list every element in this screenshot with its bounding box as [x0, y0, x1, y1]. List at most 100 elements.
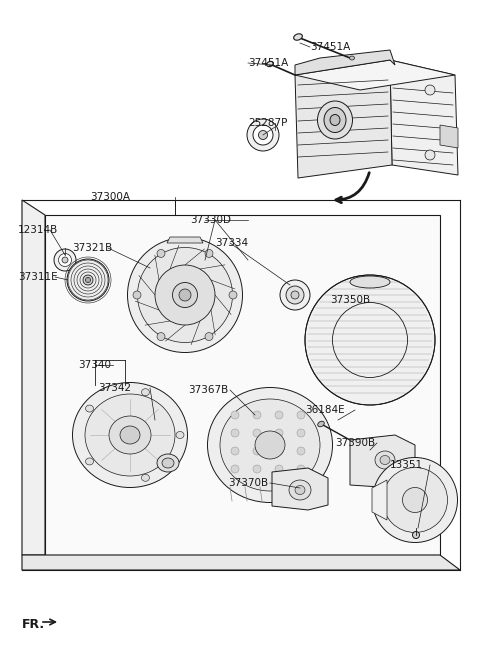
Ellipse shape: [205, 249, 213, 257]
Ellipse shape: [253, 429, 261, 437]
Ellipse shape: [425, 85, 435, 95]
Ellipse shape: [85, 405, 94, 412]
Text: 37300A: 37300A: [90, 192, 130, 202]
Polygon shape: [295, 60, 455, 90]
Ellipse shape: [380, 455, 390, 464]
Polygon shape: [22, 200, 45, 555]
Ellipse shape: [172, 283, 197, 308]
Ellipse shape: [207, 388, 333, 502]
Ellipse shape: [133, 291, 141, 299]
Ellipse shape: [229, 291, 237, 299]
Ellipse shape: [350, 276, 390, 288]
Ellipse shape: [253, 125, 273, 145]
Ellipse shape: [375, 451, 395, 469]
Polygon shape: [440, 125, 458, 148]
Ellipse shape: [253, 447, 261, 455]
Text: 37321B: 37321B: [72, 243, 112, 253]
Text: FR.: FR.: [22, 618, 45, 631]
Ellipse shape: [266, 62, 274, 67]
Text: 36184E: 36184E: [305, 405, 345, 415]
Polygon shape: [22, 555, 460, 570]
Ellipse shape: [176, 432, 184, 438]
Ellipse shape: [305, 275, 435, 405]
Polygon shape: [272, 468, 328, 510]
Ellipse shape: [231, 465, 239, 473]
Ellipse shape: [289, 480, 311, 500]
Ellipse shape: [425, 150, 435, 160]
Ellipse shape: [275, 411, 283, 419]
Ellipse shape: [330, 115, 340, 125]
Ellipse shape: [62, 257, 68, 263]
Polygon shape: [167, 237, 203, 243]
Text: 37367B: 37367B: [188, 385, 228, 395]
Ellipse shape: [59, 253, 72, 266]
Ellipse shape: [297, 447, 305, 455]
Text: 37342: 37342: [98, 383, 131, 393]
Ellipse shape: [157, 249, 165, 257]
Ellipse shape: [412, 531, 420, 539]
Ellipse shape: [295, 485, 305, 495]
Ellipse shape: [128, 237, 242, 352]
Polygon shape: [45, 215, 440, 555]
Ellipse shape: [247, 119, 279, 151]
Ellipse shape: [231, 429, 239, 437]
Ellipse shape: [231, 411, 239, 419]
Ellipse shape: [54, 249, 76, 271]
Text: 12314B: 12314B: [18, 225, 58, 235]
Text: 37451A: 37451A: [310, 42, 350, 52]
Ellipse shape: [137, 247, 232, 342]
Ellipse shape: [85, 394, 175, 476]
Text: 37330D: 37330D: [190, 215, 231, 225]
Ellipse shape: [275, 429, 283, 437]
Ellipse shape: [67, 259, 109, 301]
Ellipse shape: [372, 457, 457, 543]
Ellipse shape: [383, 468, 447, 533]
Ellipse shape: [155, 265, 215, 325]
Ellipse shape: [291, 291, 299, 299]
Ellipse shape: [317, 101, 352, 139]
Ellipse shape: [157, 454, 179, 472]
Ellipse shape: [220, 399, 320, 491]
Polygon shape: [390, 60, 458, 175]
Text: 25287P: 25287P: [248, 118, 288, 128]
Ellipse shape: [120, 426, 140, 444]
Text: 37451A: 37451A: [248, 58, 288, 68]
Ellipse shape: [259, 131, 267, 140]
Ellipse shape: [109, 416, 151, 454]
Ellipse shape: [142, 474, 149, 482]
Text: 37311E: 37311E: [18, 272, 58, 282]
Ellipse shape: [231, 447, 239, 455]
Ellipse shape: [72, 382, 188, 487]
Ellipse shape: [280, 280, 310, 310]
Polygon shape: [372, 480, 387, 520]
Ellipse shape: [85, 277, 91, 283]
Ellipse shape: [162, 458, 174, 468]
Ellipse shape: [157, 333, 165, 340]
Polygon shape: [350, 435, 415, 488]
Text: 37340: 37340: [78, 360, 111, 370]
Polygon shape: [295, 60, 392, 178]
Ellipse shape: [297, 429, 305, 437]
Ellipse shape: [142, 389, 149, 396]
Ellipse shape: [85, 458, 94, 465]
Ellipse shape: [297, 411, 305, 419]
Ellipse shape: [253, 411, 261, 419]
Polygon shape: [295, 50, 395, 75]
Ellipse shape: [179, 289, 191, 301]
Ellipse shape: [275, 447, 283, 455]
Ellipse shape: [255, 431, 285, 459]
Ellipse shape: [324, 108, 346, 133]
Text: 37334: 37334: [215, 238, 248, 248]
Text: 37350B: 37350B: [330, 295, 370, 305]
Ellipse shape: [275, 465, 283, 473]
Ellipse shape: [253, 465, 261, 473]
Text: 13351: 13351: [390, 460, 423, 470]
Text: 37370B: 37370B: [228, 478, 268, 488]
Ellipse shape: [349, 56, 355, 60]
Ellipse shape: [297, 465, 305, 473]
Ellipse shape: [286, 286, 304, 304]
Ellipse shape: [205, 333, 213, 340]
Text: 37390B: 37390B: [335, 438, 375, 448]
Ellipse shape: [294, 34, 302, 40]
Ellipse shape: [83, 275, 93, 285]
